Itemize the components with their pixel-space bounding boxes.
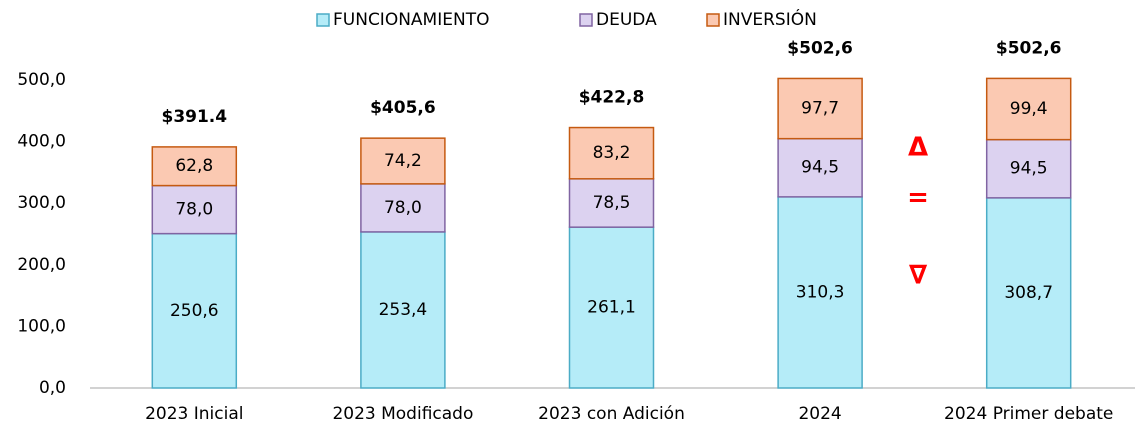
annotation: =: [907, 183, 929, 213]
legend-swatch: [579, 13, 593, 27]
bar-segment: [985, 197, 1072, 389]
bar-segment: [151, 184, 238, 235]
value-label: 62,8: [175, 156, 213, 176]
value-label: 94,5: [801, 158, 839, 178]
annotation: ∇: [909, 261, 928, 291]
value-label: 310,3: [796, 282, 845, 302]
x-tick-label: 2024: [798, 404, 841, 424]
bar-segment: [151, 232, 238, 389]
total-label: $391.4: [161, 107, 227, 127]
total-label: $502,6: [996, 38, 1062, 58]
value-label: 253,4: [379, 300, 428, 320]
value-label: 308,7: [1004, 283, 1053, 303]
value-label: 261,1: [587, 298, 636, 318]
bar-segment: [777, 196, 863, 389]
total-label: $405,6: [370, 98, 436, 118]
bar-segment: [985, 77, 1072, 141]
value-label: 78,0: [175, 200, 213, 220]
bar-segment: [360, 183, 446, 233]
y-tick-label: 200,0: [17, 255, 66, 275]
x-tick-label: 2023 Inicial: [145, 404, 243, 424]
y-tick-label: 500,0: [17, 70, 66, 90]
x-tick-label: 2023 con Adición: [538, 404, 685, 424]
bar-segment: [568, 226, 655, 389]
y-tick-label: 300,0: [17, 193, 66, 213]
legend-swatch: [706, 13, 720, 27]
x-tick-label: 2023 Modificado: [332, 404, 473, 424]
legend-label: INVERSIÓN: [723, 8, 817, 30]
total-label: $502,6: [787, 38, 853, 58]
bar-segment: [985, 138, 1072, 199]
legend-label: FUNCIONAMIENTO: [333, 10, 489, 30]
value-label: 99,4: [1010, 99, 1048, 119]
value-label: 250,6: [170, 301, 219, 321]
bar-segment: [777, 77, 863, 140]
y-tick-label: 400,0: [17, 132, 66, 152]
annotation: Δ: [908, 133, 928, 163]
value-label: 83,2: [593, 143, 631, 163]
legend-label: DEUDA: [596, 10, 657, 30]
value-label: 94,5: [1010, 159, 1048, 179]
value-label: 78,5: [593, 193, 631, 213]
legend-swatch: [316, 13, 330, 27]
x-tick-label: 2024 Primer debate: [944, 404, 1113, 424]
bar-segment: [151, 146, 238, 187]
bar-segment: [568, 126, 655, 180]
y-tick-label: 0,0: [39, 378, 66, 398]
value-label: 97,7: [801, 99, 839, 119]
value-label: 78,0: [384, 198, 422, 218]
total-label: $422,8: [579, 88, 645, 108]
value-label: 74,2: [384, 151, 422, 171]
y-tick-label: 100,0: [17, 316, 66, 336]
bar-segment: [360, 137, 446, 185]
bar-segment: [777, 137, 863, 198]
bar-segment: [568, 178, 655, 228]
bar-segment: [360, 231, 446, 389]
